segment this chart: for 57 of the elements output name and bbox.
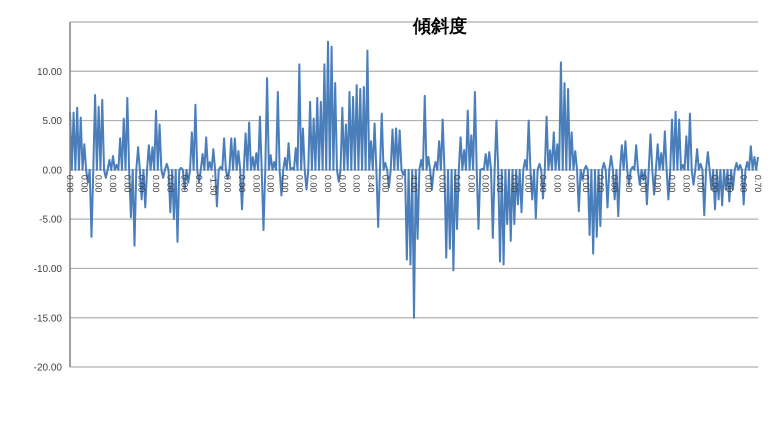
x-tick-label: 0.00 (538, 174, 548, 192)
x-tick-label: 0.00 (308, 174, 319, 192)
x-tick-label: 0.00 (423, 174, 434, 192)
x-tick-label: 0.00 (180, 174, 190, 192)
x-tick-label: 0.00 (294, 174, 304, 192)
x-tick-label: 0.00 (509, 174, 520, 192)
x-tick-label: 0.00 (495, 174, 505, 192)
x-tick-label: 0.00 (136, 174, 147, 192)
x-tick-label: 0.00 (610, 174, 620, 192)
x-tick-label: 0.00 (724, 174, 734, 192)
x-tick-label: -1.50 (208, 174, 218, 196)
x-tick-label: 0.00 (94, 174, 104, 192)
x-tick-label: 0.00 (466, 174, 476, 192)
x-tick-label: 0.00 (151, 174, 161, 192)
x-tick-label: 0.00 (394, 174, 405, 192)
x-tick-label: 0.00 (480, 174, 491, 192)
y-tick-label: -5.00 (39, 214, 62, 226)
x-tick-label: 0.00 (652, 174, 663, 192)
x-tick-label: 4.00 (409, 174, 419, 192)
x-tick-label: 0.00 (352, 174, 362, 192)
x-tick-label: 0.00 (738, 174, 749, 192)
x-tick-label: 0.00 (79, 174, 90, 192)
x-tick-label: 8.40 (366, 174, 376, 192)
x-tick-label: 0.00 (524, 174, 534, 192)
x-tick-label: 0.00 (681, 174, 692, 192)
y-tick-label: 5.00 (42, 116, 62, 128)
x-tick-label: 0.00 (581, 174, 591, 192)
x-tick-label: 0.00 (280, 174, 290, 192)
y-tick-label: -20.00 (34, 362, 62, 374)
x-tick-label: 0.00 (595, 174, 606, 192)
y-tick-label: -15.00 (34, 313, 62, 324)
x-tick-label: 0.70 (753, 174, 763, 192)
y-tick-label: 10.00 (36, 66, 62, 78)
x-tick-label: 0.00 (337, 174, 348, 192)
x-tick-label: 0.00 (222, 174, 233, 192)
x-tick-label: 0.00 (165, 174, 176, 192)
x-tick-label: 0.00 (710, 174, 720, 192)
x-tick-label: 0.00 (237, 174, 247, 192)
x-tick-label: 0.00 (438, 174, 448, 192)
x-tick-label: 0.00 (194, 174, 204, 192)
x-tick-label: 0.00 (624, 174, 634, 192)
y-tick-label: 0.00 (42, 165, 62, 176)
x-tick-label: 0.00 (552, 174, 562, 192)
x-tick-label: 0.00 (638, 174, 648, 192)
x-tick-label: 0.00 (696, 174, 706, 192)
x-tick-label: 0.00 (65, 174, 75, 192)
x-tick-label: 0.00 (323, 174, 333, 192)
x-tick-label: 0.00 (122, 174, 132, 192)
x-tick-label: 0.00 (667, 174, 677, 192)
x-tick-label: 0.00 (266, 174, 276, 192)
x-tick-label: 0.00 (452, 174, 462, 192)
chart-title: 傾斜度 (412, 15, 468, 38)
y-tick-label: -10.00 (34, 264, 62, 275)
x-tick-label: 0.00 (251, 174, 262, 192)
x-tick-label: 0.00 (380, 174, 390, 192)
x-tick-label: 0.00 (108, 174, 118, 192)
x-tick-label: 0.00 (566, 174, 577, 192)
